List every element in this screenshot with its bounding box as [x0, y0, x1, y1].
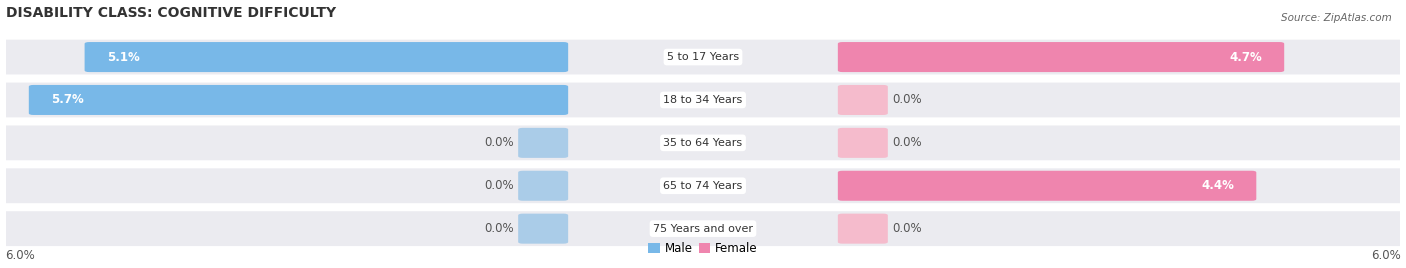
FancyBboxPatch shape	[838, 42, 1284, 72]
FancyBboxPatch shape	[84, 42, 568, 72]
Text: Source: ZipAtlas.com: Source: ZipAtlas.com	[1281, 13, 1392, 23]
FancyBboxPatch shape	[838, 171, 1257, 201]
FancyBboxPatch shape	[0, 124, 1406, 161]
FancyBboxPatch shape	[28, 85, 568, 115]
FancyBboxPatch shape	[838, 128, 887, 158]
FancyBboxPatch shape	[838, 214, 887, 244]
Text: 6.0%: 6.0%	[6, 249, 35, 262]
FancyBboxPatch shape	[519, 214, 568, 244]
FancyBboxPatch shape	[838, 85, 887, 115]
Text: 75 Years and over: 75 Years and over	[652, 224, 754, 234]
Text: 5.7%: 5.7%	[51, 94, 83, 106]
Text: 0.0%: 0.0%	[484, 179, 513, 192]
Text: 5.1%: 5.1%	[107, 51, 139, 64]
FancyBboxPatch shape	[0, 167, 1406, 204]
Text: 4.4%: 4.4%	[1201, 179, 1234, 192]
FancyBboxPatch shape	[519, 128, 568, 158]
Text: 18 to 34 Years: 18 to 34 Years	[664, 95, 742, 105]
Text: 0.0%: 0.0%	[893, 94, 922, 106]
Text: 0.0%: 0.0%	[893, 222, 922, 235]
Text: 6.0%: 6.0%	[1371, 249, 1400, 262]
Text: 65 to 74 Years: 65 to 74 Years	[664, 181, 742, 191]
FancyBboxPatch shape	[0, 81, 1406, 118]
FancyBboxPatch shape	[0, 210, 1406, 247]
Text: 4.7%: 4.7%	[1229, 51, 1263, 64]
Text: 0.0%: 0.0%	[484, 222, 513, 235]
Text: 5 to 17 Years: 5 to 17 Years	[666, 52, 740, 62]
Text: DISABILITY CLASS: COGNITIVE DIFFICULTY: DISABILITY CLASS: COGNITIVE DIFFICULTY	[6, 6, 336, 20]
Legend: Male, Female: Male, Female	[644, 237, 762, 260]
Text: 0.0%: 0.0%	[893, 136, 922, 149]
FancyBboxPatch shape	[0, 39, 1406, 76]
FancyBboxPatch shape	[519, 171, 568, 201]
Text: 35 to 64 Years: 35 to 64 Years	[664, 138, 742, 148]
Text: 0.0%: 0.0%	[484, 136, 513, 149]
